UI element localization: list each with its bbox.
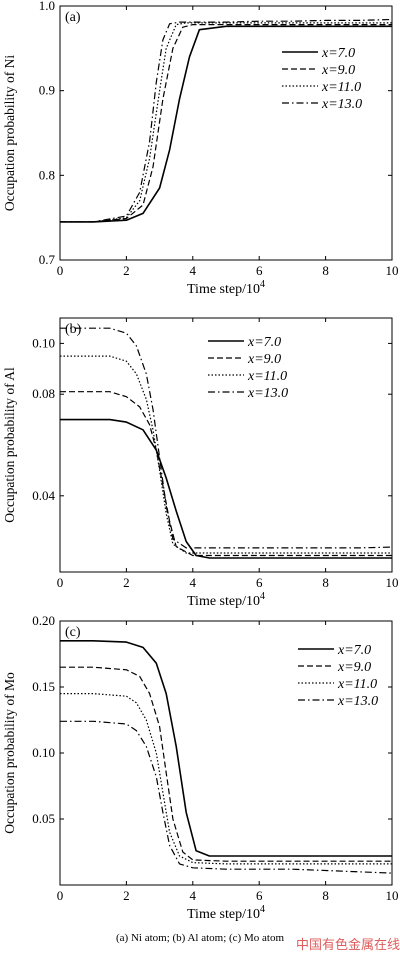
x-tick-label: 10 [386, 575, 399, 590]
x-tick-label: 0 [57, 888, 64, 903]
y-tick-label: 0.20 [32, 613, 55, 628]
plot-frame [59, 5, 393, 261]
x-axis-label-main: Time step/10 [187, 907, 260, 922]
x-axis-label: Time step/104 [187, 591, 265, 609]
series-line-3 [60, 22, 392, 223]
series-line-3 [60, 693, 392, 865]
legend-label: x=9.0 [337, 660, 371, 675]
series-line-3 [60, 355, 392, 554]
y-axis-label: Occupation probability of Ni [2, 55, 17, 212]
y-tick-label: 0.10 [32, 745, 55, 760]
x-axis-label-sup: 4 [260, 591, 265, 602]
x-tick-label: 4 [190, 575, 197, 590]
x-tick-label: 6 [256, 575, 263, 590]
series-line-4 [60, 18, 393, 223]
x-tick-label: 8 [322, 888, 329, 903]
x-tick-label: 2 [123, 575, 130, 590]
x-tick-label: 2 [123, 888, 130, 903]
x-tick-label: 2 [123, 263, 130, 278]
legend-label: x=7.0 [247, 335, 281, 350]
y-tick-label: 0.7 [39, 252, 56, 267]
y-tick-label: 0.08 [32, 386, 55, 401]
x-tick-label: 8 [322, 263, 329, 278]
x-axis-label-main: Time step/10 [187, 594, 260, 609]
legend-label: x=7.0 [337, 643, 371, 658]
figure-caption: (a) Ni atom; (b) Al atom; (c) Mo atom [115, 932, 284, 944]
series-line-1 [60, 418, 392, 559]
x-tick-label: 0 [57, 575, 64, 590]
x-axis-label-sup: 4 [260, 904, 265, 915]
legend-label: x=9.0 [247, 352, 281, 367]
panel-label: (c) [65, 625, 81, 640]
y-tick-label: 1.0 [39, 0, 55, 13]
x-tick-label: 4 [190, 263, 197, 278]
legend-label: x=11.0 [337, 677, 377, 692]
x-tick-label: 10 [386, 263, 399, 278]
x-axis-label-sup: 4 [260, 279, 265, 290]
series-line-4 [60, 327, 393, 549]
y-tick-label: 0.05 [32, 811, 55, 826]
x-tick-label: 6 [256, 263, 263, 278]
x-tick-label: 4 [190, 888, 197, 903]
legend-label: x=13.0 [247, 386, 288, 401]
series-line-1 [60, 640, 392, 857]
series-line-1 [60, 25, 392, 223]
x-tick-label: 8 [322, 575, 329, 590]
series-line-2 [60, 391, 392, 557]
series-line-2 [60, 24, 392, 223]
y-tick-label: 0.15 [32, 679, 55, 694]
legend-label: x=11.0 [247, 369, 287, 384]
panel-label: (a) [65, 10, 81, 25]
legend-label: x=13.0 [337, 694, 378, 709]
y-tick-label: 0.10 [32, 335, 55, 350]
y-axis-label: Occupation probability of Mo [2, 672, 17, 834]
legend-label: x=13.0 [321, 97, 362, 112]
panel-label: (b) [65, 322, 82, 337]
x-axis-label: Time step/104 [187, 904, 265, 922]
x-axis-label-main: Time step/10 [187, 282, 260, 297]
y-tick-label: 0.8 [39, 167, 55, 182]
legend-label: x=7.0 [321, 46, 355, 61]
x-axis-label: Time step/104 [187, 279, 265, 297]
y-tick-label: 0.9 [39, 83, 55, 98]
y-tick-label: 0.04 [32, 488, 55, 503]
x-tick-label: 0 [57, 263, 64, 278]
watermark-logo: 中国有色金属在线 [296, 938, 400, 953]
y-axis-label: Occupation probability of Al [2, 367, 17, 523]
legend-label: x=9.0 [321, 63, 355, 78]
plot-frame [59, 317, 393, 573]
series-line-4 [60, 720, 393, 874]
legend-label: x=11.0 [321, 80, 361, 95]
x-tick-label: 6 [256, 888, 263, 903]
x-tick-label: 10 [386, 888, 399, 903]
series-line-2 [60, 666, 392, 862]
